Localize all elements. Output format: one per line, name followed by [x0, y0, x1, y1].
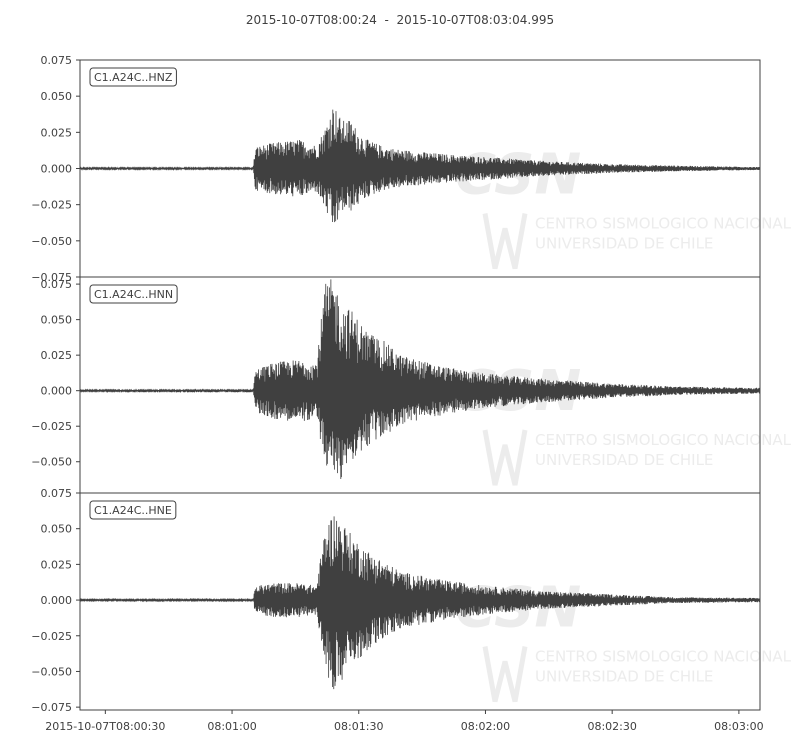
y-tick-label-3-5: −0.050	[31, 665, 72, 678]
y-tick-label-3-2: 0.025	[41, 558, 73, 571]
chart-title: 2015-10-07T08:00:24 - 2015-10-07T08:03:0…	[0, 13, 800, 27]
x-tick-label-0: 2015-10-07T08:00:30	[45, 720, 165, 733]
y-tick-label-1-2: 0.025	[41, 126, 73, 139]
station-label-1: C1.A24C..HNZ	[94, 71, 173, 84]
y-tick-label-2-3: 0.000	[41, 385, 73, 398]
watermark-line1-1: CENTRO SISMOLOGICO NACIONAL	[535, 215, 792, 233]
watermark-wave-icon-2	[482, 429, 528, 486]
y-tick-label-2-4: −0.025	[31, 420, 72, 433]
title-start: 2015-10-07T08:00:24	[245, 13, 377, 27]
x-tick-label-4: 08:02:30	[587, 720, 636, 733]
watermark-line2-2: UNIVERSIDAD DE CHILE	[535, 451, 713, 469]
title-separator: -	[376, 13, 397, 27]
station-label-2: C1.A24C..HNN	[94, 288, 173, 301]
station-label-box-2	[89, 284, 178, 304]
station-label-3: C1.A24C..HNE	[94, 504, 172, 517]
y-tick-label-3-1: 0.050	[41, 523, 73, 536]
x-tick-label-1: 08:01:00	[207, 720, 256, 733]
x-tick-label-2: 08:01:30	[334, 720, 383, 733]
y-tick-label-2-1: 0.050	[41, 314, 73, 327]
y-tick-label-3-0: 0.075	[41, 487, 73, 500]
station-label-box-3	[89, 500, 177, 520]
y-tick-label-2-5: −0.050	[31, 456, 72, 469]
y-tick-label-1-6: −0.075	[31, 271, 72, 284]
panel-frame-3	[79, 492, 761, 711]
y-tick-label-1-1: 0.050	[41, 90, 73, 103]
station-label-box-1	[89, 67, 177, 87]
trace-line-3	[79, 516, 761, 690]
y-tick-label-3-6: −0.075	[31, 701, 72, 714]
watermark-line1-2: CENTRO SISMOLOGICO NACIONAL	[535, 431, 792, 449]
watermark-line2-1: UNIVERSIDAD DE CHILE	[535, 235, 713, 253]
trace-line-1	[79, 109, 761, 223]
x-tick-label-5: 08:03:00	[714, 720, 763, 733]
x-tick-label-3: 08:02:00	[461, 720, 510, 733]
y-tick-label-2-0: 0.075	[41, 278, 73, 291]
watermark-wave-icon-1	[482, 213, 528, 270]
watermark-line1-3: CENTRO SISMOLOGICO NACIONAL	[535, 648, 792, 666]
y-tick-label-1-3: 0.000	[41, 163, 73, 176]
watermark-line2-3: UNIVERSIDAD DE CHILE	[535, 668, 713, 686]
y-tick-label-1-4: −0.025	[31, 199, 72, 212]
title-end: 2015-10-07T08:03:04.995	[396, 13, 555, 27]
y-tick-label-1-0: 0.075	[41, 54, 73, 67]
y-tick-label-2-2: 0.025	[41, 349, 73, 362]
y-tick-label-3-3: 0.000	[41, 594, 73, 607]
trace-line-2	[79, 279, 761, 479]
y-tick-label-1-5: −0.050	[31, 235, 72, 248]
y-tick-label-3-4: −0.025	[31, 630, 72, 643]
watermark-wave-icon-3	[482, 646, 528, 703]
